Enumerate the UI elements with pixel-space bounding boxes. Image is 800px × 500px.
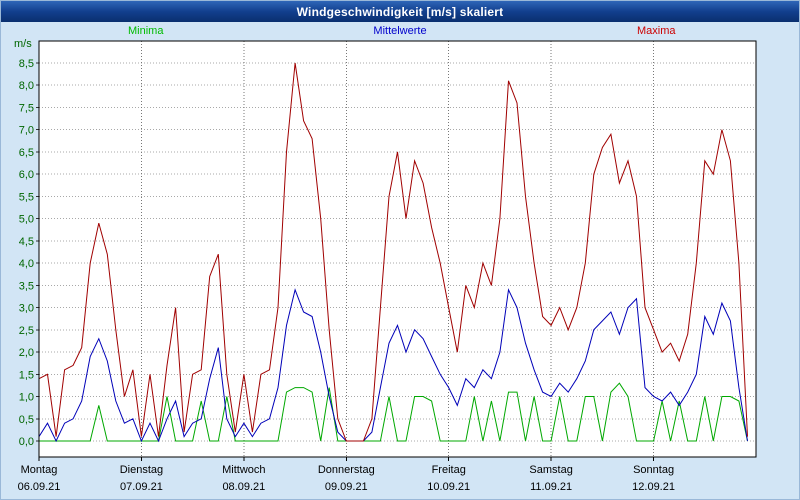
day-date-label: 09.09.21 xyxy=(325,481,368,493)
y-tick-label: 0,0 xyxy=(19,436,34,448)
y-tick-label: 5,0 xyxy=(19,214,34,226)
y-tick-label: 3,5 xyxy=(19,280,34,292)
day-date-label: 08.09.21 xyxy=(222,481,265,493)
plot-area xyxy=(39,41,756,457)
title-bar: Windgeschwindigkeit [m/s] skaliert xyxy=(1,1,799,22)
day-name-label: Mittwoch xyxy=(222,464,265,476)
series-minima-line xyxy=(39,382,748,442)
legend-minima: Minima xyxy=(128,25,164,37)
y-tick-label: 6,0 xyxy=(19,169,34,181)
y-tick-label: 2,5 xyxy=(19,325,34,337)
y-tick-label: 7,0 xyxy=(19,125,34,137)
y-tick-label: 4,0 xyxy=(19,258,34,270)
day-date-label: 11.09.21 xyxy=(530,481,572,493)
x-axis: Montag 06.09.21 Dienstag 07.09.21 Mittwoch 08… xyxy=(18,457,675,493)
y-tick-label: 1,0 xyxy=(19,392,34,404)
series-maxima-line xyxy=(38,62,748,442)
day-date-label: 12.09.21 xyxy=(632,481,675,493)
day-gridlines xyxy=(140,41,655,457)
day-name-label: Dienstag xyxy=(120,464,163,476)
day-date-label: 10.09.21 xyxy=(427,481,470,493)
y-axis-unit-label: m/s xyxy=(14,38,32,50)
legend-maxima: Maxima xyxy=(637,25,676,37)
chart-legend: Minima Mittelwerte Maxima xyxy=(1,22,799,40)
day-name-label: Montag xyxy=(21,464,58,476)
plot-border xyxy=(38,40,757,458)
day-name-label: Freitag xyxy=(432,464,466,476)
y-tick-label: 1,5 xyxy=(19,369,34,381)
y-tick-label: 6,5 xyxy=(19,147,34,159)
day-name-label: Sonntag xyxy=(633,464,674,476)
day-date-label: 06.09.21 xyxy=(18,481,61,493)
day-date-label: 07.09.21 xyxy=(120,481,163,493)
y-tick-label: 7,5 xyxy=(19,102,34,114)
y-tick-label: 4,5 xyxy=(19,236,34,248)
chart-title: Windgeschwindigkeit [m/s] skaliert xyxy=(296,4,504,19)
y-tick-label: 8,5 xyxy=(19,58,34,70)
legend-mittelwerte: Mittelwerte xyxy=(373,25,427,37)
day-name-label: Samstag xyxy=(529,464,572,476)
y-tick-label: 2,0 xyxy=(19,347,34,359)
y-tick-label: 5,5 xyxy=(19,191,34,203)
y-tick-label: 8,0 xyxy=(19,80,34,92)
day-name-label: Donnerstag xyxy=(318,464,375,476)
y-tick-label: 3,0 xyxy=(19,303,34,315)
series-mittelwerte-line xyxy=(38,288,748,443)
y-tick-label: 0,5 xyxy=(19,414,34,426)
y-axis: 0,0 0,5 1,0 1,5 2,0 2,5 3,0 3,5 4,0 4,5 5,0 5,5 6,0 6… xyxy=(19,58,756,448)
